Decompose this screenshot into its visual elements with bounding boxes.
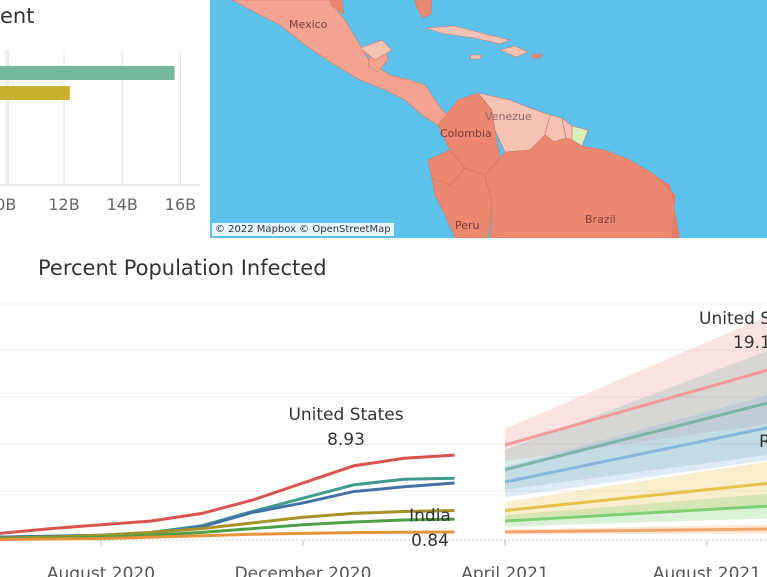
line-chart-title: Percent Population Infected [38,256,327,280]
x-tick-label: April 2021 [461,564,549,577]
series-line[interactable] [0,530,455,542]
map-label-mexico: Mexico [289,18,328,31]
bar-tick-label: 14B [107,195,138,214]
line-chart-panel: Percent Population Infected August 2020 D… [0,240,767,577]
map-region-yucatan [359,39,393,61]
map-region-jamaica [469,54,483,60]
forecast-line[interactable] [504,527,767,534]
annotation-us-value: 8.93 [327,430,365,450]
bar-tick-label: 0B [0,195,16,214]
forecast-line[interactable] [504,393,767,472]
map-panel[interactable]: Mexico Venezue Colombia Peru Brazil © 20… [210,0,767,238]
map-region-cuba [424,25,511,45]
annotation-india-value: 0.84 [411,531,449,551]
map-region-mexico [231,0,456,129]
bar-chart: 0B 12B 14B 16B [0,50,200,214]
map-region-peru [431,167,493,238]
x-tick-label: August 2021 [653,564,761,577]
bar-tick-label: 16B [165,195,196,214]
annotation-india-name: India [409,506,451,526]
bar-tick-label: 12B [48,195,79,214]
map-region-florida [414,0,433,19]
map-region-brazil [484,134,676,238]
map-region-puerto-rico [531,53,543,59]
annotation-forecast-value: 19.1 [733,333,767,353]
map-region-north [329,0,345,15]
map-label-brazil: Brazil [585,213,616,226]
annotation-edge-letter: R [759,432,767,452]
bar[interactable] [0,86,70,100]
annotation-us-name: United States [288,405,403,425]
map-region-hispaniola [499,45,529,58]
forecast-line[interactable] [504,479,767,513]
map-label-peru: Peru [455,219,480,232]
x-tick-label: December 2020 [235,564,372,577]
annotation-forecast-name: United S [699,309,767,329]
map-label-venezuela: Venezue [485,110,532,123]
choropleth-map[interactable] [210,0,767,238]
map-attribution[interactable]: © 2022 Mapbox © OpenStreetMap [212,223,394,236]
forecast-line[interactable] [504,504,767,523]
forecast-line[interactable] [504,419,767,484]
bar[interactable] [0,66,175,80]
bar-chart-panel: 0B 12B 14B 16B ent [0,0,210,240]
line-chart[interactable]: August 2020 December 2020 April 2021 August… [0,240,767,577]
x-tick-label: August 2020 [47,564,155,577]
forecast-line[interactable] [504,359,767,447]
bar-chart-title: ent [0,4,35,28]
map-region-dark-edge [630,160,680,238]
map-label-colombia: Colombia [440,127,492,140]
forecast-band [505,351,767,490]
series-line[interactable] [0,453,455,535]
